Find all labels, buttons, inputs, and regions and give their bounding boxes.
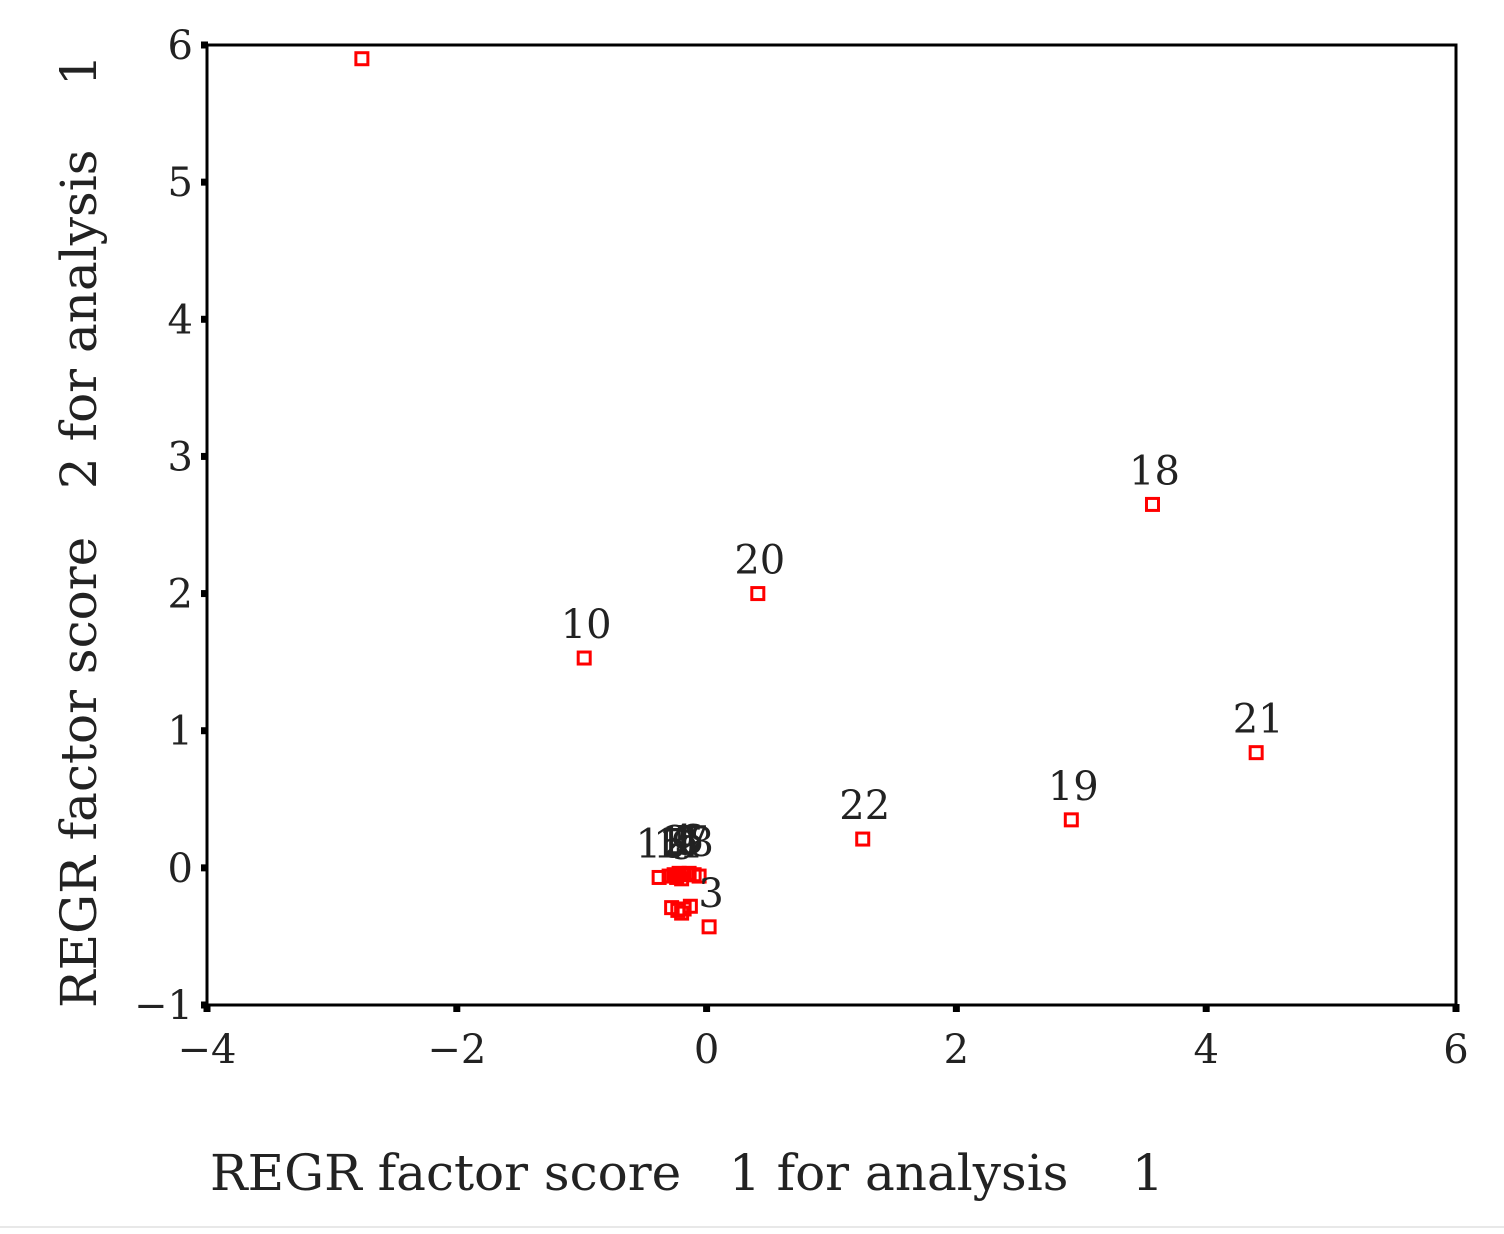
data-point	[750, 586, 766, 602]
data-point-label: 1	[658, 820, 683, 866]
y-axis: −1 0 1 2 3 4 5 6	[134, 23, 208, 1029]
x-tick-label: 6	[1443, 1027, 1468, 1073]
y-tick-label: 0	[168, 846, 193, 892]
data-point-label: 7	[683, 819, 708, 865]
data-point	[669, 869, 685, 885]
y-axis-title: REGR factor score 2 for analysis 1	[50, 54, 108, 1008]
y-tick-label: 5	[168, 160, 193, 206]
data-point-label: 2	[663, 819, 688, 865]
data-point-label: 9	[671, 823, 696, 869]
bottom-divider	[0, 1226, 1504, 1228]
data-point-label: 3	[698, 871, 723, 917]
y-tick-label: 2	[168, 572, 193, 618]
data-point	[855, 831, 871, 847]
y-tick-label: −1	[134, 983, 193, 1029]
y-tick-label: 6	[168, 23, 193, 69]
data-points	[354, 51, 1264, 935]
data-point	[1248, 745, 1264, 761]
y-tick-label: 3	[168, 434, 193, 480]
plot-frame	[205, 43, 1458, 1007]
data-point-label: 15	[636, 821, 687, 867]
data-point	[701, 919, 717, 935]
data-point-label: 21	[1233, 697, 1284, 743]
data-point-label: 18	[1129, 448, 1180, 494]
x-axis: −4 −2 0 2 4 6	[178, 1004, 1469, 1073]
data-point	[1063, 812, 1079, 828]
data-point-label: 20	[734, 538, 785, 584]
data-point-label: 10	[561, 602, 612, 648]
data-point-label: 5	[673, 819, 698, 865]
data-point-label: 22	[839, 783, 890, 829]
x-tick-label: 0	[694, 1027, 719, 1073]
data-point-label: 8	[688, 820, 713, 866]
x-tick-label: −2	[427, 1027, 486, 1073]
data-point	[674, 905, 690, 921]
x-tick-label: −4	[178, 1027, 237, 1073]
data-point	[576, 650, 592, 666]
x-axis-title: REGR factor score 1 for analysis 1	[210, 1144, 1164, 1202]
data-point	[1144, 496, 1160, 512]
x-tick-label: 4	[1193, 1027, 1218, 1073]
data-point	[691, 868, 707, 884]
data-point	[651, 869, 667, 885]
y-tick-label: 4	[168, 297, 193, 343]
y-tick-label: 1	[168, 709, 193, 755]
data-point-label: 19	[1048, 764, 1099, 810]
data-point-label: 6	[678, 817, 703, 863]
x-tick-label: 2	[944, 1027, 969, 1073]
data-point	[354, 51, 370, 67]
data-point-label: 11	[653, 821, 704, 867]
data-point-label: 4	[668, 817, 693, 863]
